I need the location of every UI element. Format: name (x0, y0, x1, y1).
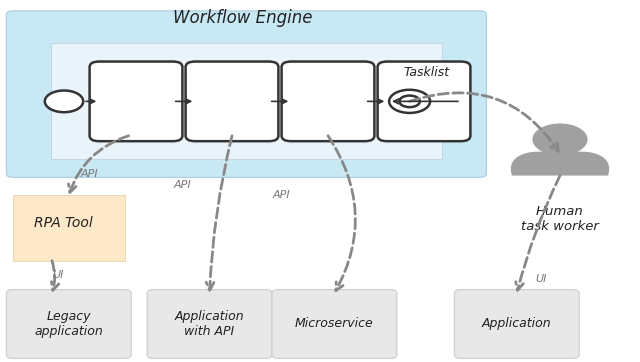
Text: Human
task worker: Human task worker (521, 205, 599, 232)
Text: Tasklist: Tasklist (403, 66, 449, 79)
FancyBboxPatch shape (272, 290, 397, 358)
FancyBboxPatch shape (282, 62, 374, 141)
Text: Legacy
application: Legacy application (35, 310, 103, 338)
FancyBboxPatch shape (6, 290, 131, 358)
Text: API: API (173, 180, 191, 190)
Text: Workflow Engine: Workflow Engine (173, 9, 313, 27)
Text: Application
with API: Application with API (175, 310, 244, 338)
Text: API: API (273, 190, 291, 201)
Circle shape (389, 90, 430, 113)
FancyBboxPatch shape (90, 62, 182, 141)
Circle shape (45, 90, 83, 112)
FancyBboxPatch shape (51, 43, 442, 159)
Text: Microservice: Microservice (295, 317, 374, 331)
FancyBboxPatch shape (186, 62, 278, 141)
Text: UI: UI (52, 270, 63, 280)
FancyBboxPatch shape (6, 11, 486, 177)
FancyBboxPatch shape (13, 195, 125, 261)
Circle shape (399, 96, 420, 107)
Text: API: API (81, 169, 99, 179)
FancyBboxPatch shape (454, 290, 579, 358)
Text: Application: Application (482, 317, 552, 331)
Text: RPA Tool: RPA Tool (34, 216, 93, 230)
Circle shape (533, 124, 587, 155)
Text: UI: UI (535, 274, 547, 284)
FancyBboxPatch shape (147, 290, 272, 358)
FancyBboxPatch shape (378, 62, 470, 141)
PathPatch shape (511, 152, 609, 176)
